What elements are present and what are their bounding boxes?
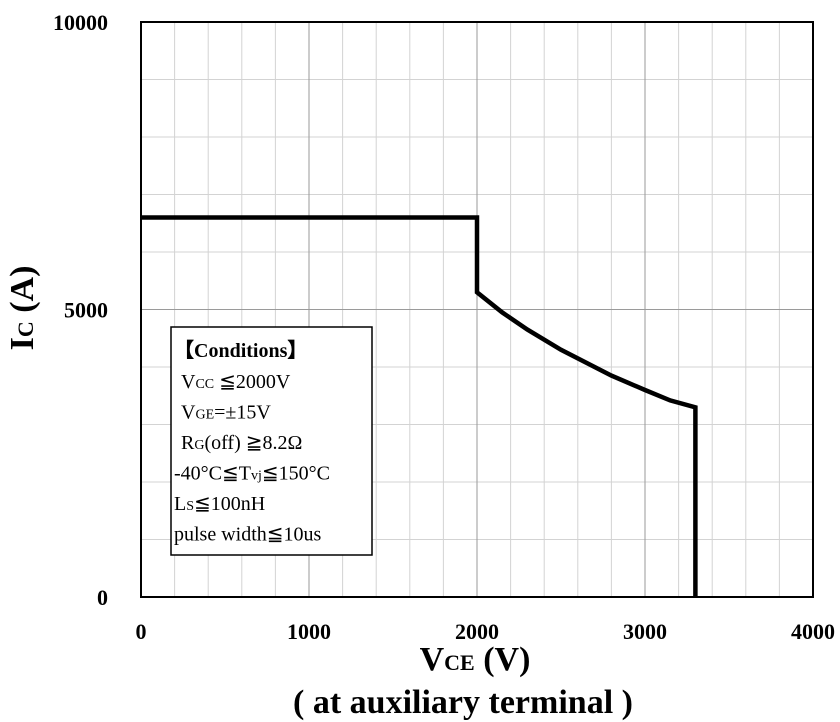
y-tick-labels: 0 5000 10000 [53, 10, 108, 610]
condition-rest: ≦2000V [214, 371, 291, 393]
y-tick-label: 0 [97, 585, 108, 610]
condition-rest: ≦150°C [262, 463, 330, 485]
y-axis-title-unit: (A) [4, 266, 41, 322]
condition-main: -40°C≦T [174, 463, 251, 485]
condition-main: V [181, 371, 196, 393]
conditions-frame [170, 326, 373, 556]
condition-sub: GE [195, 408, 214, 423]
condition-line: VCC ≦2000V [181, 371, 291, 393]
condition-main: V [181, 402, 196, 424]
series-layer [141, 215, 698, 597]
x-tick-label: 0 [136, 619, 147, 644]
condition-line: RG(off) ≧8.2Ω [181, 432, 302, 454]
condition-rest: ≦100nH [194, 493, 265, 515]
condition-rest: =±15V [214, 402, 271, 424]
condition-sub: G [194, 438, 204, 453]
x-axis-title: VCE (V) [420, 641, 531, 678]
condition-main: R [181, 432, 195, 454]
y-tick-label: 10000 [53, 10, 108, 35]
x-tick-labels: 0 1000 2000 3000 4000 [136, 619, 836, 644]
condition-main: pulse width≦10us [174, 524, 322, 546]
plot-area [140, 21, 814, 598]
conditions-title: 【Conditions】 [174, 339, 307, 362]
x-tick-label: 3000 [623, 619, 667, 644]
condition-main: L [174, 493, 186, 515]
condition-sub: vj [251, 469, 262, 484]
x-tick-label: 1000 [287, 619, 331, 644]
y-axis-title: IC (A) [4, 266, 41, 351]
x-axis-note: ( at auxiliary terminal ) [293, 684, 633, 721]
condition-sub: S [186, 499, 194, 514]
x-tick-label: 4000 [791, 619, 835, 644]
x-axis-title-unit: (V) [475, 641, 531, 678]
x-tick-label: 2000 [455, 619, 499, 644]
series-line [141, 215, 698, 597]
y-tick-label: 5000 [64, 298, 108, 323]
condition-line: LS≦100nH [174, 493, 265, 515]
condition-line: VGE=±15V [181, 402, 271, 424]
y-axis-title-main: I [4, 337, 41, 350]
condition-line: pulse width≦10us [174, 524, 322, 546]
y-axis-title-sub: C [13, 321, 38, 337]
condition-rest: (off) ≧8.2Ω [204, 432, 302, 454]
x-axis-title-main: V [420, 641, 445, 678]
x-axis-title-sub: CE [444, 650, 475, 675]
condition-line: -40°C≦Tvj≦150°C [174, 463, 330, 485]
condition-sub: CC [195, 377, 214, 392]
